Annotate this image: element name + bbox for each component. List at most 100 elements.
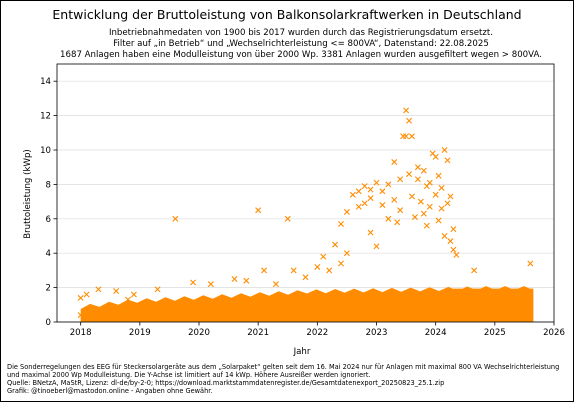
- data-point: [190, 279, 197, 286]
- data-point: [447, 238, 454, 245]
- chart-subtitle-line-1: Inbetriebnahmedaten von 1900 bis 2017 wu…: [109, 28, 493, 38]
- data-point: [290, 267, 297, 274]
- data-point: [417, 198, 424, 205]
- data-point: [314, 263, 321, 270]
- data-point: [453, 251, 460, 258]
- x-tick-label: 2020: [188, 328, 210, 338]
- data-point: [420, 167, 427, 174]
- data-point: [361, 183, 368, 190]
- data-point: [444, 200, 451, 207]
- data-point: [447, 193, 454, 200]
- data-point: [77, 312, 84, 319]
- data-point: [406, 117, 413, 124]
- data-point: [391, 196, 398, 203]
- x-tick-label: 2022: [306, 328, 328, 338]
- data-point: [432, 153, 439, 160]
- y-axis-ticks: 0 2 4 6 8 10 12 14: [40, 77, 57, 328]
- data-point: [367, 229, 374, 236]
- data-point: [231, 276, 238, 282]
- y-tick-label: 12: [40, 112, 51, 122]
- gridlines: [57, 80, 554, 323]
- data-point: [420, 210, 427, 217]
- data-point: [154, 286, 161, 293]
- data-point: [527, 260, 534, 267]
- data-points: [77, 107, 534, 319]
- data-point: [441, 233, 448, 239]
- y-tick-label: 2: [46, 284, 51, 294]
- data-point: [426, 179, 433, 186]
- data-point: [414, 176, 421, 183]
- data-point: [207, 281, 214, 288]
- dense-band-block: [453, 288, 534, 322]
- data-point: [409, 193, 415, 200]
- data-point: [130, 291, 137, 298]
- data-point: [367, 195, 374, 202]
- data-point: [261, 267, 268, 274]
- footer-source-line: Quelle: BNetzA, MaStR, Lizenz: dl-de/by-…: [7, 379, 444, 387]
- x-tick-label: 2023: [366, 328, 388, 338]
- data-point: [444, 157, 451, 164]
- data-point: [379, 188, 386, 195]
- data-point: [435, 172, 442, 179]
- data-point: [385, 181, 392, 188]
- data-point: [432, 191, 439, 198]
- data-point: [397, 176, 404, 183]
- data-point: [255, 207, 262, 214]
- footer-credit-line: Grafik: @tinoeberl@mastodon.online - Ang…: [7, 387, 212, 395]
- x-axis-label: Jahr: [293, 347, 311, 357]
- x-tick-label: 2021: [247, 328, 269, 338]
- data-point: [426, 203, 433, 210]
- dense-band-area: [80, 286, 534, 322]
- x-tick-label: 2018: [70, 328, 92, 338]
- data-point: [320, 253, 327, 260]
- data-point: [403, 107, 410, 114]
- data-point: [450, 226, 457, 233]
- data-point: [338, 220, 344, 227]
- y-tick-label: 10: [40, 146, 51, 156]
- data-point: [243, 277, 250, 284]
- data-point: [284, 215, 291, 222]
- x-tick-label: 2026: [543, 328, 565, 338]
- data-point: [471, 267, 478, 274]
- y-tick-label: 6: [46, 215, 51, 225]
- data-point: [403, 133, 410, 140]
- x-axis-ticks: 2018 2019 2020 2021 2022 2023 2024 2025 2026: [70, 322, 565, 338]
- data-point: [95, 286, 102, 293]
- data-point: [385, 215, 392, 222]
- data-point: [367, 186, 374, 193]
- footer-note-line-2: und maximal 2000 Wp Modulleistung. Die Y…: [7, 371, 371, 379]
- data-point: [373, 243, 380, 250]
- data-point: [409, 133, 415, 140]
- data-point: [379, 202, 386, 209]
- data-point: [83, 291, 90, 298]
- x-tick-label: 2024: [425, 328, 447, 338]
- data-point: [394, 219, 401, 226]
- data-point: [373, 179, 380, 186]
- data-point: [411, 214, 418, 221]
- data-point: [361, 200, 368, 207]
- plot-area: [56, 63, 555, 323]
- y-tick-label: 8: [46, 180, 51, 190]
- footer-note-line-1: Die Sonderregelungen des EEG für Stecker…: [7, 363, 559, 371]
- y-tick-label: 4: [46, 249, 51, 259]
- data-point: [332, 241, 339, 248]
- data-point: [349, 191, 356, 198]
- data-point: [343, 250, 350, 257]
- chart-title: Entwicklung der Bruttoleistung von Balko…: [52, 7, 521, 22]
- chart-subtitle-line-3: 1687 Anlagen haben eine Modulleistung vo…: [60, 50, 542, 60]
- x-tick-label: 2025: [484, 328, 506, 338]
- data-point: [125, 296, 131, 303]
- y-tick-label: 0: [46, 318, 51, 328]
- y-tick-label: 14: [40, 77, 51, 87]
- chart-subtitle-line-2: Filter auf „in Betrieb“ und „Wechselrich…: [113, 39, 489, 49]
- data-point: [406, 171, 413, 178]
- data-point: [450, 246, 457, 253]
- y-axis-label: Bruttoleistung (kWp): [23, 149, 33, 239]
- data-point: [391, 159, 398, 166]
- data-point: [113, 288, 120, 295]
- data-point: [423, 222, 430, 229]
- data-point: [77, 294, 84, 301]
- data-point: [343, 208, 350, 215]
